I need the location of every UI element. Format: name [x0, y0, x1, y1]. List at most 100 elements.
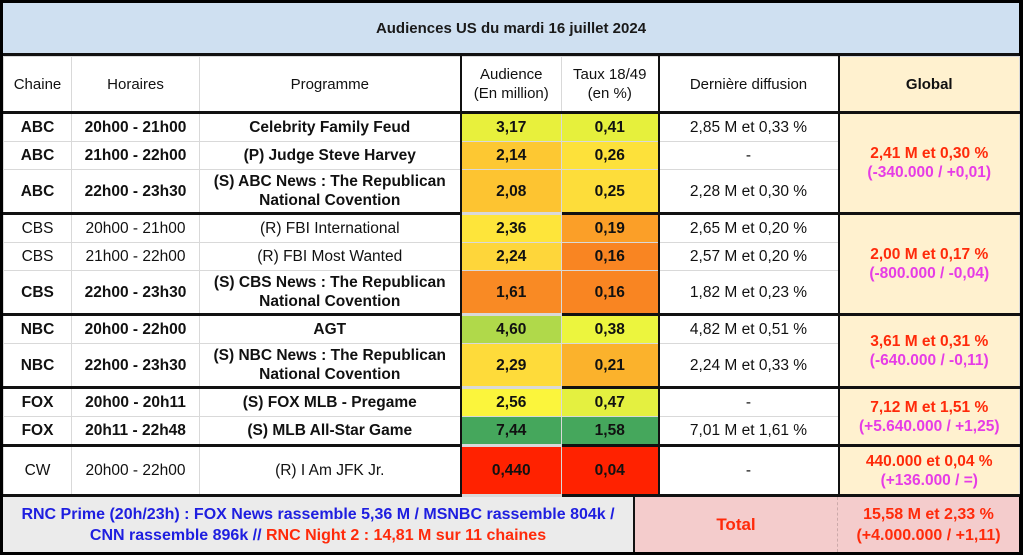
total-main: 15,58 M et 2,33 %	[863, 505, 994, 523]
header-taux: Taux 18/49 (en %)	[561, 56, 659, 114]
cell-derniere-diffusion: 2,65 M et 0,20 %	[657, 213, 839, 243]
table-row: ABC 22h00 - 23h30 (S) ABC News : The Repub…	[3, 169, 1020, 215]
audience-table: Chaine Horaires Programme Audience (En mi…	[3, 56, 1020, 497]
table-row: FOX 20h11 - 22h48 (S) MLB All-Star Game 7,4…	[3, 416, 1020, 447]
cell-horaires: 21h00 - 22h00	[71, 242, 200, 271]
cell-programme: (R) I Am JFK Jr.	[199, 445, 461, 497]
cell-programme: (P) Judge Steve Harvey	[199, 141, 461, 170]
cell-programme: AGT	[199, 314, 461, 344]
cell-horaires: 20h00 - 21h00	[71, 213, 200, 243]
table-row: FOX 20h00 - 20h11 (S) FOX MLB - Pregame 2,5…	[3, 387, 1020, 447]
global-delta: (-640.000 / -0,11)	[869, 352, 989, 369]
cell-programme: (S) ABC News : The Republican National C…	[199, 169, 461, 215]
rnc-note: RNC Prime (20h/23h) : FOX News rassemble…	[3, 497, 635, 552]
cell-chaine: FOX	[3, 387, 72, 417]
cell-horaires: 20h11 - 22h48	[71, 416, 200, 447]
cell-taux: 0,04	[561, 445, 659, 497]
cell-global: 440.000 et 0,04 % (+136.000 / =)	[837, 445, 1020, 497]
cell-taux: 0,19	[561, 213, 659, 243]
cell-audience: 2,24	[459, 242, 562, 271]
cell-global: 2,41 M et 0,30 % (-340.000 / +0,01)	[837, 112, 1020, 215]
rnc-note-red: RNC Night 2 : 14,81 M sur 11 chaines	[266, 526, 547, 544]
header-audience-line1: Audience	[479, 66, 543, 83]
cell-audience: 2,29	[459, 343, 562, 389]
cell-derniere-diffusion: 4,82 M et 0,51 %	[657, 314, 839, 344]
cell-chaine: CBS	[3, 242, 72, 271]
cell-audience: 3,17	[459, 112, 562, 142]
cell-horaires: 20h00 - 20h11	[71, 387, 200, 417]
global-delta: (-340.000 / +0,01)	[867, 164, 992, 181]
audience-table-frame: Audiences US du mardi 16 juillet 2024 Ch…	[3, 3, 1020, 552]
cell-derniere-diffusion: -	[657, 387, 839, 417]
cell-derniere-diffusion: 7,01 M et 1,61 %	[657, 416, 839, 447]
cell-audience: 2,36	[459, 213, 562, 243]
cell-programme: (R) FBI International	[199, 213, 461, 243]
cell-taux: 0,21	[561, 343, 659, 389]
cell-chaine: NBC	[3, 343, 72, 389]
cell-audience: 2,08	[459, 169, 562, 215]
table-row: CBS 22h00 - 23h30 (S) CBS News : The Repub…	[3, 270, 1020, 316]
header-taux-line1: Taux 18/49	[573, 66, 647, 83]
global-main: 2,41 M et 0,30 %	[870, 145, 989, 162]
global-main: 2,00 M et 0,17 %	[870, 246, 989, 263]
cell-programme: (S) CBS News : The Republican National C…	[199, 270, 461, 316]
header-taux-line2: (en %)	[587, 85, 632, 102]
global-main: 7,12 M et 1,51 %	[870, 398, 989, 416]
cell-global: 3,61 M et 0,31 % (-640.000 / -0,11)	[837, 314, 1020, 389]
header-audience-line2: (En million)	[473, 85, 549, 102]
cell-chaine: ABC	[3, 141, 72, 170]
cell-programme: (S) FOX MLB - Pregame	[199, 387, 461, 417]
cell-taux: 0,25	[561, 169, 659, 215]
cell-derniere-diffusion: -	[657, 141, 839, 170]
cell-chaine: NBC	[3, 314, 72, 344]
cell-horaires: 21h00 - 22h00	[71, 141, 200, 170]
cell-audience: 1,61	[459, 270, 562, 316]
cell-programme: (S) MLB All-Star Game	[199, 416, 461, 447]
cell-taux: 0,38	[561, 314, 659, 344]
cell-chaine: CBS	[3, 270, 72, 316]
cell-horaires: 22h00 - 23h30	[71, 343, 200, 389]
cell-chaine: ABC	[3, 169, 72, 215]
footer-row: RNC Prime (20h/23h) : FOX News rassemble…	[3, 497, 1019, 552]
global-delta: (-800.000 / -0,04)	[869, 265, 990, 282]
cell-taux: 0,16	[561, 242, 659, 271]
cell-horaires: 22h00 - 23h30	[71, 169, 200, 215]
cell-chaine: ABC	[3, 112, 72, 142]
total-value: 15,58 M et 2,33 % (+4.000.000 / +1,11)	[838, 497, 1019, 552]
table-row: CW 20h00 - 22h00 (R) I Am JFK Jr. 0,440 0,04…	[3, 445, 1020, 497]
cell-horaires: 20h00 - 21h00	[71, 112, 200, 142]
cell-taux: 0,26	[561, 141, 659, 170]
cell-derniere-diffusion: 2,57 M et 0,20 %	[657, 242, 839, 271]
rnc-note-blue: RNC Prime (20h/23h) : FOX News rassemble…	[21, 505, 615, 544]
cell-programme: (S) NBC News : The Republican National C…	[199, 343, 461, 389]
cell-audience: 7,44	[459, 416, 562, 447]
cell-derniere-diffusion: 1,82 M et 0,23 %	[657, 270, 839, 316]
table-row: CBS 20h00 - 21h00 (R) FBI International 2,3…	[3, 213, 1020, 316]
cell-derniere-diffusion: 2,85 M et 0,33 %	[657, 112, 839, 142]
total-label: Total	[635, 497, 838, 552]
cell-horaires: 20h00 - 22h00	[71, 445, 200, 497]
cell-chaine: FOX	[3, 416, 72, 447]
table-row: NBC 20h00 - 22h00 AGT 4,60 0,38 4,82 M et 0,5…	[3, 314, 1020, 389]
header-horaires: Horaires	[71, 56, 200, 114]
cell-audience: 2,14	[459, 141, 562, 170]
cell-audience: 0,440	[459, 445, 562, 497]
cell-derniere-diffusion: 2,28 M et 0,30 %	[657, 169, 839, 215]
global-delta: (+136.000 / =)	[880, 471, 978, 489]
table-row: NBC 22h00 - 23h30 (S) NBC News : The Repub…	[3, 343, 1020, 389]
cell-taux: 1,58	[561, 416, 659, 447]
header-programme: Programme	[199, 56, 461, 114]
cell-programme: (R) FBI Most Wanted	[199, 242, 461, 271]
header-chaine: Chaine	[3, 56, 72, 114]
cell-taux: 0,16	[561, 270, 659, 316]
cell-taux: 0,41	[561, 112, 659, 142]
cell-horaires: 20h00 - 22h00	[71, 314, 200, 344]
cell-chaine: CW	[3, 445, 72, 497]
header-derniere-diffusion: Dernière diffusion	[657, 56, 839, 114]
global-main: 3,61 M et 0,31 %	[870, 333, 989, 350]
cell-taux: 0,47	[561, 387, 659, 417]
table-row: CBS 21h00 - 22h00 (R) FBI Most Wanted 2,24 0…	[3, 242, 1020, 271]
header-global: Global	[837, 56, 1020, 114]
page-title: Audiences US du mardi 16 juillet 2024	[3, 3, 1019, 56]
table-row: ABC 20h00 - 21h00 Celebrity Family Feud 3,1…	[3, 112, 1020, 215]
